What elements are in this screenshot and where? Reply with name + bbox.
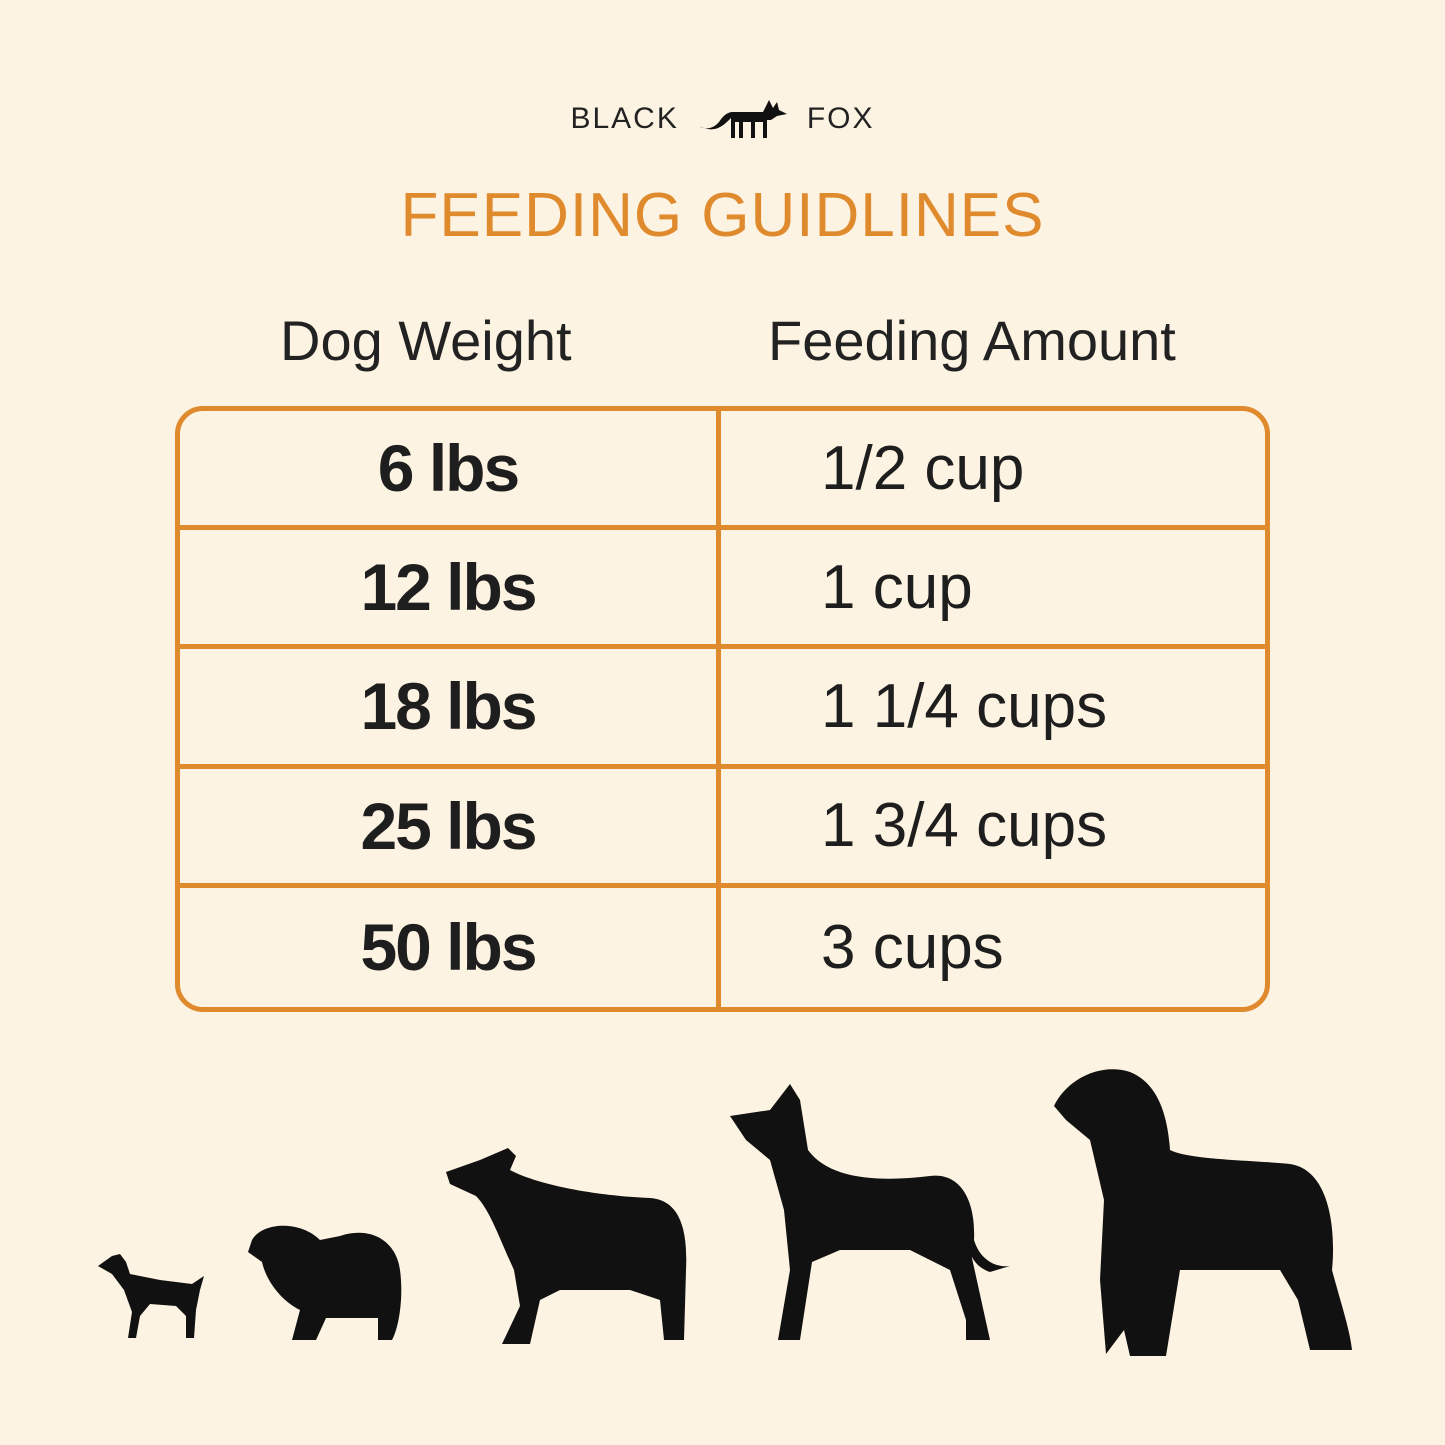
fox-icon	[698, 100, 787, 138]
weight-cell: 25 lbs	[180, 768, 721, 888]
dog-silhouettes	[98, 1069, 1352, 1356]
page-title: FEEDING GUIDLINES	[400, 181, 1045, 250]
dog-silhouette-tiny	[98, 1254, 204, 1338]
weight-cell: 12 lbs	[180, 530, 721, 650]
dog-silhouette-large	[730, 1084, 1010, 1340]
weight-cell: 18 lbs	[180, 649, 721, 769]
amount-cell: 1 3/4 cups	[721, 769, 1265, 888]
dog-silhouette-xlarge	[1054, 1069, 1352, 1356]
column-header-amount: Feeding Amount	[768, 309, 1176, 372]
column-header-weight: Dog Weight	[280, 309, 572, 372]
weight-cell: 50 lbs	[180, 887, 721, 1007]
amount-cell: 1/2 cup	[721, 411, 1265, 531]
brand-left: BLACK	[570, 102, 679, 135]
amount-cell: 1 cup	[721, 530, 1265, 650]
amount-cell: 1 1/4 cups	[721, 649, 1265, 769]
weight-cell: 6 lbs	[180, 411, 721, 531]
brand-logo: BLACK FOX	[0, 96, 1445, 142]
dog-silhouette-medium	[446, 1148, 687, 1344]
feeding-table: 6 lbs 1/2 cup 12 lbs 1 cup 18 lbs 1 1/4 …	[175, 406, 1270, 1012]
dog-silhouette-small	[248, 1225, 402, 1340]
brand-right: FOX	[806, 102, 875, 135]
amount-cell: 3 cups	[821, 912, 1004, 982]
